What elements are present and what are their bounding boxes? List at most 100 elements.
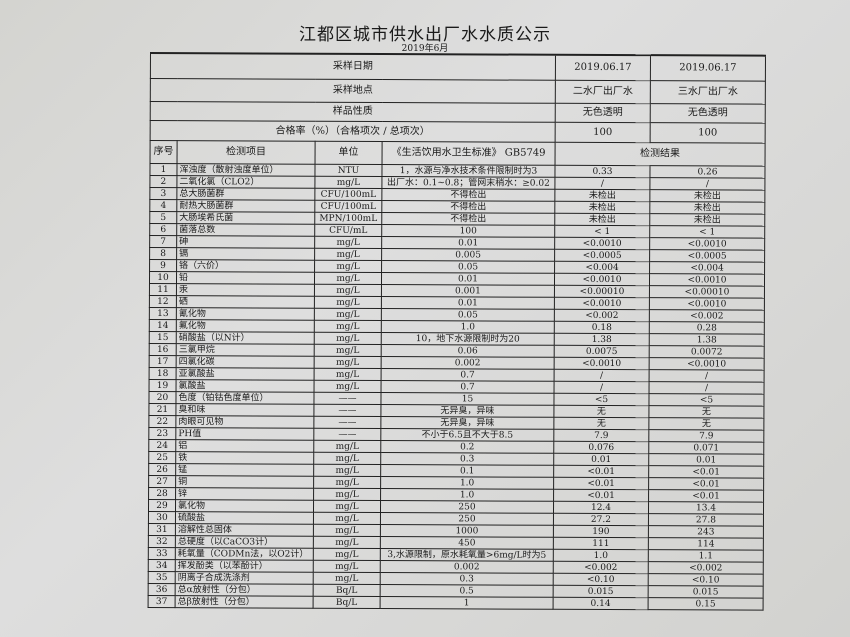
- row-result-plant2: <0.01: [553, 489, 649, 502]
- row-standard: 不得检出: [381, 200, 555, 214]
- row-item: 四氯化碳: [176, 355, 315, 369]
- row-result-plant3: 243: [648, 525, 764, 539]
- row-no: 30: [148, 511, 176, 524]
- row-result-plant3: 0.0072: [649, 345, 765, 359]
- row-standard: 0.2: [380, 440, 554, 454]
- document-subtitle: 2019年6月: [401, 44, 449, 54]
- row-no: 9: [149, 259, 177, 272]
- row-item: 大肠埃希氏菌: [176, 211, 315, 225]
- row-unit: mg/L: [313, 500, 381, 513]
- row-no: 10: [149, 271, 177, 284]
- row-item: 亚氯酸盐: [176, 367, 315, 381]
- row-result-plant3: 未检出: [649, 201, 765, 215]
- row-unit: mg/L: [314, 380, 382, 393]
- row-result-plant2: 0.0075: [554, 345, 650, 358]
- row-item: 铅: [176, 271, 315, 285]
- row-standard: 0.002: [381, 356, 555, 370]
- row-unit: mg/L: [313, 488, 381, 501]
- row-standard: 0.1: [380, 464, 554, 478]
- row-no: 5: [149, 211, 177, 224]
- row-unit: mg/L: [314, 320, 382, 333]
- row-no: 20: [148, 391, 177, 404]
- meta-value: 无色透明: [650, 103, 766, 124]
- row-standard: 出厂水：0.1~0.8；管网末稍水：≥0.02: [381, 176, 555, 190]
- row-standard: 1.0: [380, 488, 554, 502]
- row-unit: CFU/mL: [314, 224, 382, 237]
- row-item: 锌: [175, 487, 314, 501]
- row-result-plant3: <0.0010: [649, 237, 765, 251]
- row-unit: mg/L: [313, 536, 381, 549]
- row-result-plant3: <0.004: [649, 261, 765, 275]
- meta-value: 100: [555, 122, 651, 143]
- row-result-plant3: 0.071: [648, 441, 764, 455]
- row-no: 28: [148, 487, 176, 500]
- row-item: 菌落总数: [176, 223, 315, 237]
- row-result-plant3: 27.8: [648, 513, 764, 527]
- row-item: 总α放射性（分包）: [175, 583, 314, 597]
- row-unit: mg/L: [313, 560, 381, 573]
- row-item: 色度（铂钴色度单位）: [175, 391, 315, 405]
- row-result-plant3: <0.01: [648, 477, 764, 491]
- row-no: 3: [149, 187, 177, 200]
- row-unit: mg/L: [314, 308, 382, 321]
- row-unit: ——: [313, 428, 381, 441]
- row-no: 32: [148, 535, 176, 548]
- row-result-plant3: <0.01: [648, 489, 764, 503]
- row-no: 17: [149, 355, 177, 368]
- meta-value: 二水厂出厂水: [555, 80, 651, 104]
- header-standard: 《生活饮用水卫生标准》 GB5749: [382, 141, 556, 166]
- row-item: 锰: [175, 463, 314, 477]
- row-item: 肉眼可见物: [175, 415, 314, 429]
- header-no: 序号: [150, 140, 178, 164]
- row-unit: Bq/L: [313, 596, 381, 609]
- row-result-plant2: <0.0010: [554, 237, 650, 250]
- row-standard: 0.002: [380, 560, 554, 574]
- row-no: 14: [149, 319, 177, 332]
- row-no: 11: [149, 283, 177, 296]
- row-unit: mg/L: [314, 284, 382, 297]
- row-no: 15: [149, 331, 177, 344]
- row-result-plant2: /: [554, 369, 650, 382]
- row-result-plant3: 未检出: [649, 189, 765, 203]
- row-standard: 0.001: [381, 284, 555, 298]
- row-unit: ——: [313, 392, 382, 405]
- row-no: 21: [148, 403, 176, 416]
- row-result-plant2: <0.01: [553, 465, 649, 478]
- row-result-plant3: <0.00010: [649, 285, 765, 299]
- row-result-plant3: <0.0010: [649, 273, 765, 287]
- row-result-plant3: /: [649, 177, 765, 191]
- row-no: 8: [149, 247, 177, 260]
- row-item: 铝: [175, 439, 314, 453]
- row-standard: 250: [380, 500, 554, 514]
- row-no: 19: [149, 379, 177, 392]
- meta-row-pass-rate: 合格率（%）（合格项次 / 总项次） 100 100: [150, 120, 766, 144]
- row-item: 阴离子合成洗涤剂: [175, 571, 314, 585]
- row-no: 26: [148, 463, 176, 476]
- row-result-plant2: <5: [553, 393, 650, 406]
- row-unit: mg/L: [314, 296, 382, 309]
- row-result-plant2: 12.4: [553, 501, 649, 514]
- row-result-plant3: <0.002: [649, 309, 765, 323]
- row-unit: mg/L: [313, 440, 381, 453]
- row-item: 三氯甲烷: [176, 343, 315, 357]
- row-result-plant3: 0.015: [648, 585, 764, 599]
- row-result-plant3: 0.01: [648, 453, 764, 467]
- row-item: 浑浊度（散射浊度单位）: [176, 163, 316, 177]
- row-result-plant3: <0.002: [648, 561, 764, 575]
- row-no: 36: [148, 583, 176, 596]
- row-standard: 10，地下水源限制时为20: [381, 332, 555, 346]
- row-standard: 0.05: [381, 308, 555, 322]
- row-no: 1: [149, 163, 178, 176]
- meta-value: 无色透明: [555, 103, 651, 123]
- row-item: 砷: [176, 235, 315, 249]
- meta-label: 采样地点: [150, 78, 556, 104]
- row-unit: Bq/L: [313, 584, 381, 597]
- row-result-plant2: <0.00010: [554, 285, 650, 298]
- row-result-plant2: /: [554, 381, 650, 394]
- row-standard: 0.01: [381, 272, 555, 286]
- row-standard: 0.3: [380, 452, 554, 466]
- row-unit: mg/L: [313, 548, 381, 561]
- row-result-plant3: 0.28: [649, 321, 765, 335]
- row-result-plant2: 0.015: [553, 585, 649, 598]
- meta-label: 采样日期: [150, 53, 556, 81]
